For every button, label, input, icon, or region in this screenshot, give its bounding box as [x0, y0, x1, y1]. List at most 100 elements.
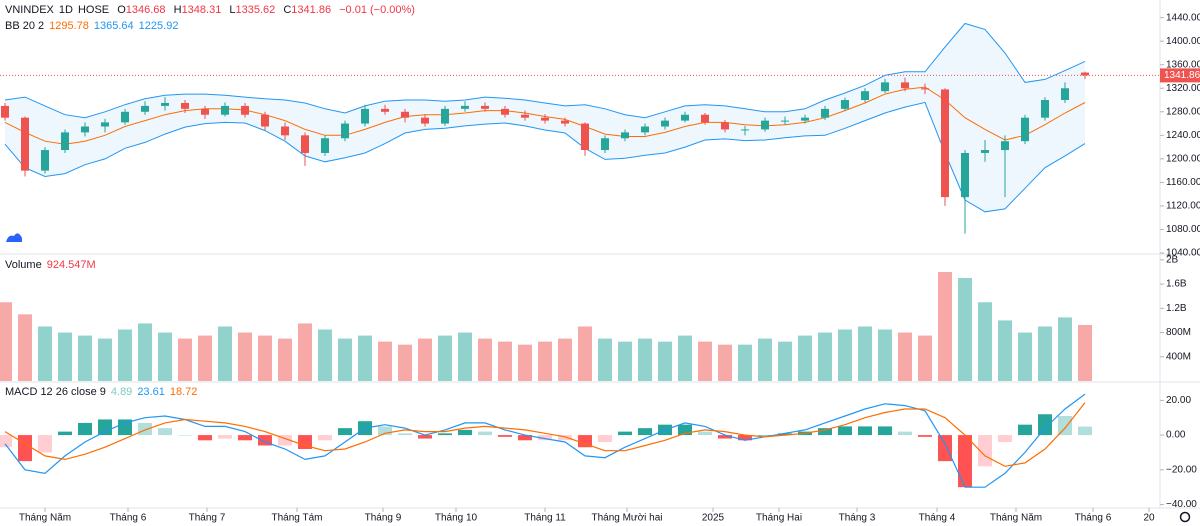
settings-icon[interactable]	[1179, 511, 1191, 523]
indicator-title[interactable]: MACD 12 26 close 9	[5, 386, 106, 398]
histogram-bar	[778, 433, 792, 436]
volume-bar	[178, 338, 192, 381]
last-price-box	[1160, 68, 1200, 83]
histogram-bar	[998, 435, 1012, 443]
bb-legend: BB 20 2 1295.78 1365.64 1225.92	[5, 20, 183, 32]
y-tick-label: 1440.00	[1166, 12, 1200, 23]
value: 1335.62	[235, 4, 276, 16]
volume-bar	[698, 341, 712, 381]
candle-body	[781, 120, 789, 122]
candle-body	[381, 108, 389, 112]
volume-bar	[1018, 332, 1032, 381]
ohlc-high: H1348.31	[174, 4, 222, 16]
volume-bar	[278, 338, 292, 381]
histogram-bar	[298, 435, 312, 449]
histogram-bar	[458, 429, 472, 436]
candle-body	[1081, 72, 1089, 76]
volume-bar	[578, 326, 592, 381]
y-tick-label: 1360.00	[1166, 59, 1200, 70]
candle-body	[841, 100, 849, 109]
y-tick-label: 1040.00	[1166, 248, 1200, 259]
volume-bar	[918, 335, 932, 381]
macd-legend: MACD 12 26 close 9 4.89 23.61 18.72	[5, 386, 202, 398]
histogram-bar	[278, 435, 292, 446]
y-tick-label: 1080.00	[1166, 224, 1200, 235]
candle-body	[221, 105, 229, 115]
y-tick-label: 2B	[1166, 254, 1179, 265]
value: 1346.68	[125, 4, 166, 16]
y-tick-label: 1400.00	[1166, 36, 1200, 47]
volume-bar	[238, 332, 252, 381]
candle-body	[581, 123, 589, 151]
logo-shape[interactable]	[6, 233, 22, 242]
x-tick-label: Tháng Năm	[990, 513, 1042, 524]
candle-body	[1, 105, 9, 118]
volume-bar	[638, 338, 652, 381]
histogram-bar	[618, 431, 632, 436]
histogram-bar	[378, 426, 392, 436]
histogram-bar	[178, 435, 192, 436]
gear[interactable]	[1179, 511, 1191, 523]
candle-body	[601, 138, 609, 151]
macd-line	[4, 393, 1086, 488]
histogram-bar	[638, 428, 652, 436]
lower-value: 1225.92	[138, 20, 179, 32]
y-tick-label: 1240.00	[1166, 130, 1200, 141]
logo[interactable]	[6, 233, 22, 242]
indicator-title[interactable]: BB 20 2	[5, 20, 45, 32]
candle-body	[981, 150, 989, 153]
candle-body	[81, 126, 89, 133]
candle-body	[681, 114, 689, 121]
histogram-value: 4.89	[110, 386, 133, 398]
histogram-bar	[318, 435, 332, 441]
y-tick-label: 1160.00	[1166, 177, 1200, 188]
x-tick-label: Tháng Năm	[19, 513, 71, 524]
candle-body	[761, 120, 769, 130]
histogram-bar	[978, 435, 992, 467]
volume-bar	[358, 335, 372, 381]
volume-bar	[618, 341, 632, 381]
histogram-bar	[1058, 415, 1072, 436]
candle-body	[341, 123, 349, 139]
candle-body	[361, 108, 369, 124]
last-price-label: 1341.86	[1164, 70, 1200, 81]
volume-bar	[938, 271, 952, 381]
volume-bar	[218, 326, 232, 381]
histogram-bar	[858, 426, 872, 436]
histogram-bar	[118, 419, 132, 436]
histogram-bar	[478, 431, 492, 436]
y-tick-label: 1200.00	[1166, 154, 1200, 165]
histogram-bar	[18, 435, 32, 462]
change: −0.01 (−0.00%)	[339, 4, 415, 16]
candle-body	[241, 105, 249, 115]
volume-bar	[198, 335, 212, 381]
candle-body	[561, 120, 569, 124]
candle-body	[501, 108, 509, 115]
volume-bar	[418, 338, 432, 381]
y-tick-label: −20.00	[1166, 464, 1197, 475]
histogram-bar	[38, 435, 52, 453]
volume-bar	[1058, 317, 1072, 381]
histogram-bar	[0, 435, 12, 448]
x-tick-label: Tháng 7	[189, 513, 226, 524]
candle-body	[161, 102, 169, 106]
candle-body	[421, 117, 429, 124]
candle-body	[641, 126, 649, 133]
candle-body	[141, 105, 149, 112]
symbol[interactable]: VNINDEX	[5, 4, 54, 16]
indicator-title[interactable]: Volume	[5, 259, 42, 271]
volume-bar	[1078, 324, 1092, 381]
volume-bar	[758, 338, 772, 381]
volume-bar	[818, 332, 832, 381]
histogram-bar	[938, 435, 952, 462]
histogram-bar	[818, 428, 832, 436]
candle-body	[541, 117, 549, 121]
x-tick-label: Tháng 4	[919, 513, 956, 524]
histogram-bar	[878, 426, 892, 436]
candle-body	[701, 114, 709, 123]
x-tick-label: 20	[1143, 513, 1155, 524]
candle-body	[461, 105, 469, 109]
histogram-bar	[138, 422, 152, 436]
interval[interactable]: 1D	[58, 4, 73, 16]
ohlc-low: L1335.62	[229, 4, 275, 16]
